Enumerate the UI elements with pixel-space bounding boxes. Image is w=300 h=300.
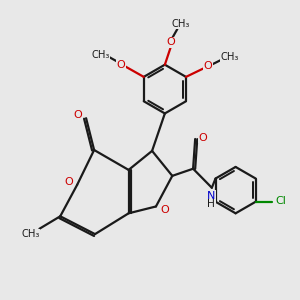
Text: O: O [74,110,82,120]
Text: O: O [65,177,74,187]
Text: O: O [203,61,212,70]
Text: CH₃: CH₃ [220,52,238,62]
Text: H: H [207,199,215,209]
Text: CH₃: CH₃ [171,19,190,29]
Text: N: N [207,191,215,201]
Text: CH₃: CH₃ [21,229,40,239]
Text: O: O [199,133,208,142]
Text: O: O [160,205,169,215]
Text: O: O [116,60,125,70]
Text: O: O [167,38,175,47]
Text: Cl: Cl [275,196,286,206]
Text: CH₃: CH₃ [92,50,110,60]
